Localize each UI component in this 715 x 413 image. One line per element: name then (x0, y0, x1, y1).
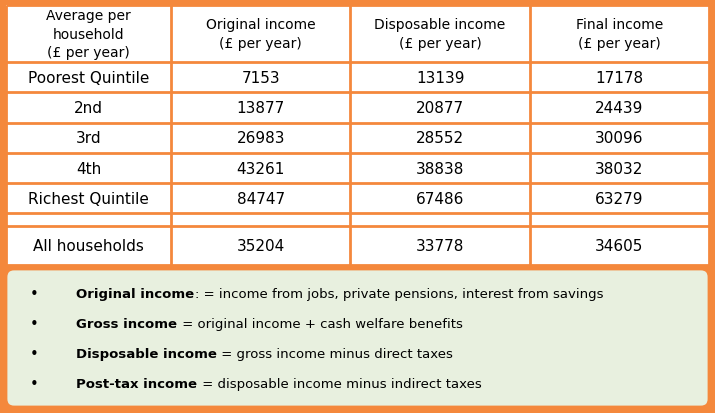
Text: 26983: 26983 (237, 131, 285, 146)
Text: 33778: 33778 (416, 239, 464, 254)
Text: 24439: 24439 (595, 101, 644, 116)
Text: Poorest Quintile: Poorest Quintile (28, 71, 149, 85)
Text: = original income + cash welfare benefits: = original income + cash welfare benefit… (177, 318, 463, 331)
Text: 30096: 30096 (595, 131, 644, 146)
Bar (6, 6, 709, 266)
Text: •: • (29, 317, 39, 332)
Text: Final income
(£ per year): Final income (£ per year) (576, 18, 663, 51)
Text: 7153: 7153 (242, 71, 280, 85)
Text: 3rd: 3rd (76, 131, 102, 146)
Text: 13139: 13139 (416, 71, 464, 85)
Text: Average per
household
(£ per year): Average per household (£ per year) (46, 9, 131, 60)
Text: All households: All households (33, 239, 144, 254)
Text: 38838: 38838 (416, 161, 464, 176)
Text: •: • (29, 347, 39, 362)
Text: Post-tax income: Post-tax income (76, 377, 197, 391)
FancyBboxPatch shape (6, 269, 709, 407)
Text: 84747: 84747 (237, 191, 285, 206)
Text: 2nd: 2nd (74, 101, 103, 116)
Text: = gross income minus direct taxes: = gross income minus direct taxes (217, 348, 453, 361)
Text: Richest Quintile: Richest Quintile (28, 191, 149, 206)
Text: •: • (29, 377, 39, 392)
Text: 4th: 4th (76, 161, 102, 176)
Text: = disposable income minus indirect taxes: = disposable income minus indirect taxes (197, 377, 481, 391)
Text: 17178: 17178 (596, 71, 644, 85)
Text: Original income: Original income (76, 288, 194, 301)
Text: Disposable income
(£ per year): Disposable income (£ per year) (375, 18, 506, 51)
Text: Gross income: Gross income (76, 318, 177, 331)
Text: 67486: 67486 (416, 191, 464, 206)
Text: : = income from jobs, private pensions, interest from savings: : = income from jobs, private pensions, … (194, 288, 603, 301)
Text: Original income
(£ per year): Original income (£ per year) (206, 18, 315, 51)
Text: 13877: 13877 (237, 101, 285, 116)
Text: 63279: 63279 (595, 191, 644, 206)
Text: 28552: 28552 (416, 131, 464, 146)
Text: 34605: 34605 (595, 239, 644, 254)
Text: 20877: 20877 (416, 101, 464, 116)
Text: Disposable income: Disposable income (76, 348, 217, 361)
Text: •: • (29, 287, 39, 302)
Text: 43261: 43261 (237, 161, 285, 176)
Text: 38032: 38032 (595, 161, 644, 176)
Text: 35204: 35204 (237, 239, 285, 254)
